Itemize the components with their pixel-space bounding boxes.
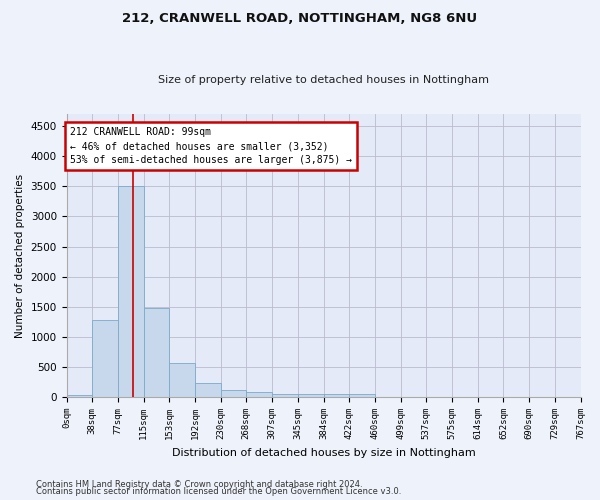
Bar bbox=[349, 394, 375, 397]
Bar bbox=[92, 320, 118, 397]
Bar bbox=[169, 362, 195, 397]
Text: Contains public sector information licensed under the Open Government Licence v3: Contains public sector information licen… bbox=[36, 487, 401, 496]
Bar bbox=[221, 390, 246, 397]
Bar bbox=[143, 308, 169, 397]
Bar bbox=[67, 395, 92, 397]
Bar bbox=[272, 394, 298, 397]
Text: 212 CRANWELL ROAD: 99sqm
← 46% of detached houses are smaller (3,352)
53% of sem: 212 CRANWELL ROAD: 99sqm ← 46% of detach… bbox=[70, 128, 352, 166]
Y-axis label: Number of detached properties: Number of detached properties bbox=[15, 174, 25, 338]
Bar bbox=[118, 186, 143, 397]
Bar bbox=[324, 394, 349, 397]
Text: Contains HM Land Registry data © Crown copyright and database right 2024.: Contains HM Land Registry data © Crown c… bbox=[36, 480, 362, 489]
Bar bbox=[298, 394, 324, 397]
X-axis label: Distribution of detached houses by size in Nottingham: Distribution of detached houses by size … bbox=[172, 448, 475, 458]
Text: 212, CRANWELL ROAD, NOTTINGHAM, NG8 6NU: 212, CRANWELL ROAD, NOTTINGHAM, NG8 6NU bbox=[122, 12, 478, 26]
Bar bbox=[246, 392, 272, 397]
Title: Size of property relative to detached houses in Nottingham: Size of property relative to detached ho… bbox=[158, 76, 489, 86]
Bar bbox=[195, 382, 221, 397]
